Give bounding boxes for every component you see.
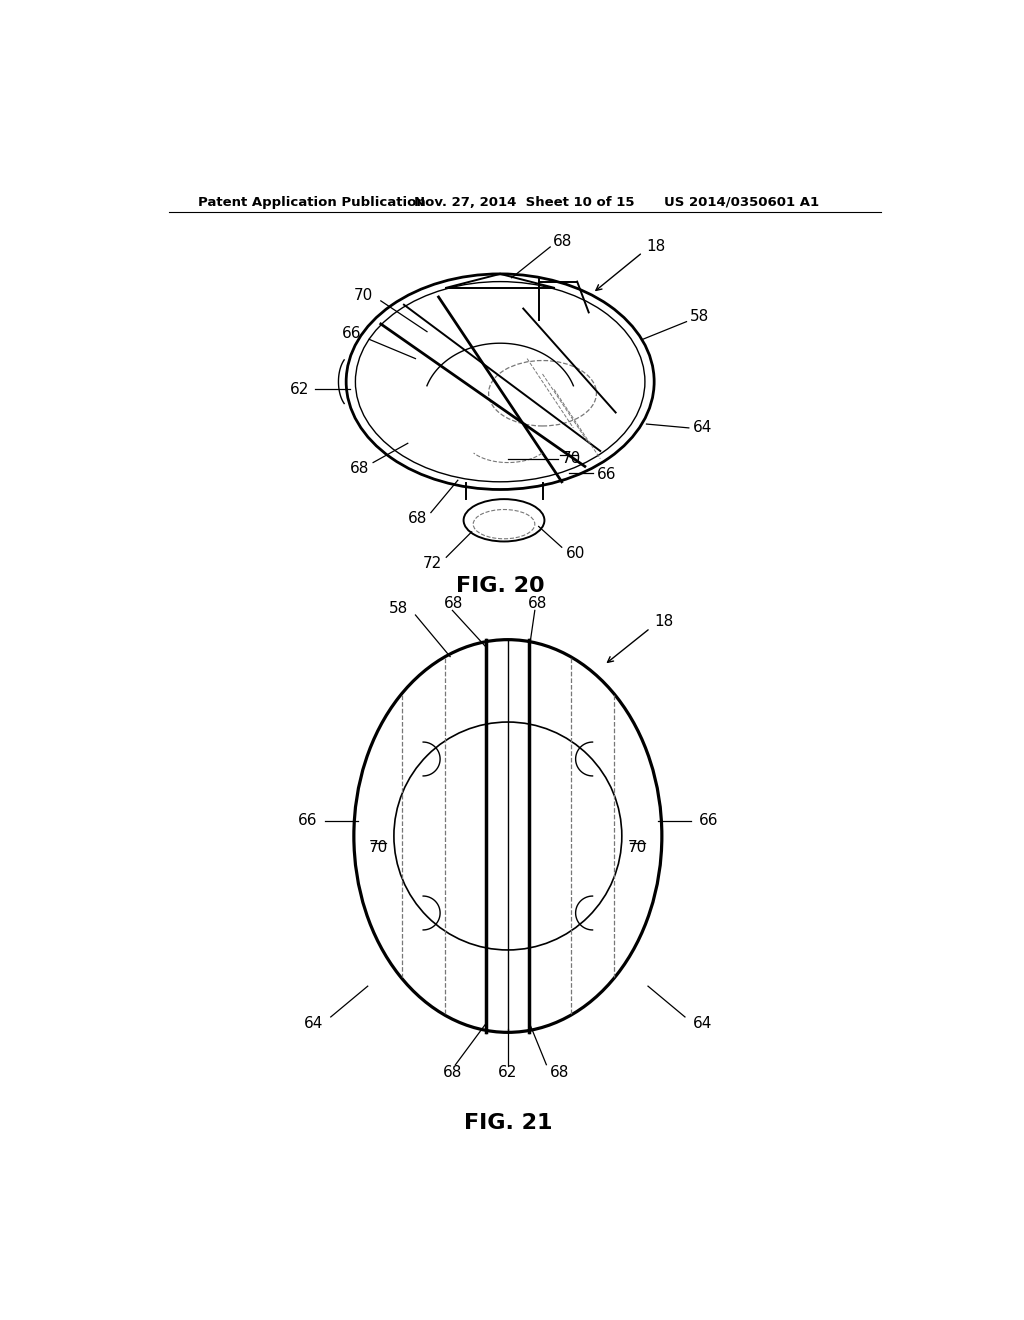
- Text: 18: 18: [654, 614, 674, 630]
- Text: 64: 64: [304, 1016, 323, 1031]
- Text: 68: 68: [527, 595, 547, 611]
- Text: 62: 62: [498, 1065, 517, 1080]
- Text: 68: 68: [350, 461, 370, 477]
- Text: FIG. 21: FIG. 21: [464, 1113, 552, 1133]
- Text: 70: 70: [354, 288, 373, 304]
- Text: 66: 66: [342, 326, 361, 342]
- Text: 66: 66: [596, 467, 615, 482]
- Text: 68: 68: [408, 511, 427, 527]
- Text: 68: 68: [553, 234, 571, 249]
- Text: 66: 66: [698, 813, 718, 828]
- Text: 62: 62: [290, 381, 309, 397]
- Text: 66: 66: [297, 813, 316, 828]
- Text: US 2014/0350601 A1: US 2014/0350601 A1: [665, 195, 819, 209]
- Text: 72: 72: [423, 556, 442, 572]
- Text: 18: 18: [646, 239, 666, 255]
- Text: Nov. 27, 2014  Sheet 10 of 15: Nov. 27, 2014 Sheet 10 of 15: [414, 195, 635, 209]
- Text: 64: 64: [692, 420, 712, 436]
- Text: 70: 70: [628, 840, 647, 855]
- Text: 58: 58: [690, 309, 710, 323]
- Text: 70: 70: [562, 451, 581, 466]
- Text: 70: 70: [369, 840, 388, 855]
- Text: 68: 68: [444, 595, 464, 611]
- Text: 68: 68: [442, 1065, 462, 1080]
- Text: FIG. 20: FIG. 20: [456, 576, 545, 595]
- Text: 68: 68: [550, 1065, 568, 1080]
- Text: 58: 58: [388, 602, 408, 616]
- Text: Patent Application Publication: Patent Application Publication: [199, 195, 426, 209]
- Text: 60: 60: [565, 546, 585, 561]
- Text: 64: 64: [692, 1016, 712, 1031]
